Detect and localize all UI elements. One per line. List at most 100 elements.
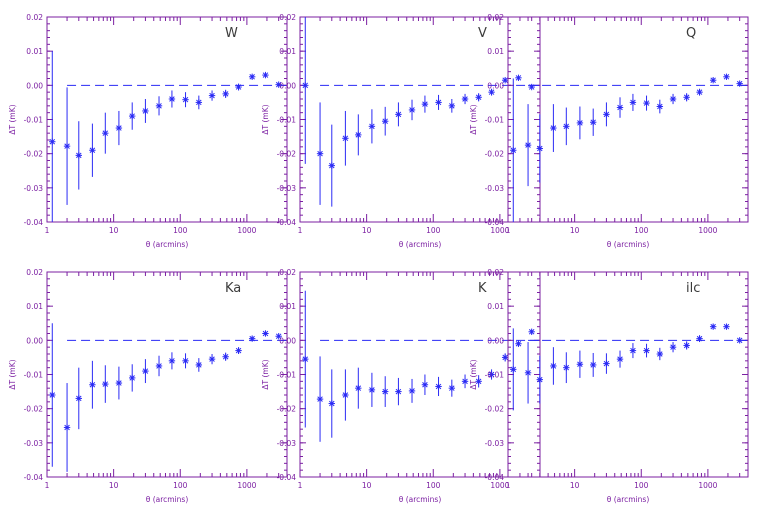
point-marker bbox=[563, 123, 570, 130]
y-tick-label: -0.04 bbox=[485, 218, 505, 227]
point-marker bbox=[142, 108, 149, 114]
data-point bbox=[576, 106, 584, 140]
data-point bbox=[275, 333, 282, 340]
point-marker bbox=[577, 120, 583, 126]
point-marker bbox=[64, 424, 70, 431]
point-marker bbox=[102, 381, 109, 387]
data-point bbox=[683, 341, 690, 350]
chart-panel-w: 0.02 0.01 0.00 -0.01 -0.02 -0.03 -0.041 10 100 10… bbox=[8, 13, 288, 249]
data-point bbox=[590, 108, 597, 136]
point-marker bbox=[683, 94, 690, 101]
point-marker bbox=[510, 366, 517, 373]
point-marker bbox=[617, 356, 623, 362]
y-axis-label: ΔT (mK) bbox=[469, 359, 478, 389]
y-axis-label: ΔT (mK) bbox=[8, 359, 17, 389]
data-point bbox=[563, 352, 570, 384]
data-point bbox=[182, 92, 189, 108]
x-axis-label: θ (arcmins) bbox=[607, 495, 650, 504]
y-tick-label: -0.02 bbox=[24, 405, 44, 414]
point-marker bbox=[449, 385, 455, 391]
x-tick-label: 100 bbox=[634, 226, 649, 235]
data-point bbox=[421, 95, 429, 113]
data-point bbox=[89, 123, 96, 177]
x-tick-label: 10 bbox=[570, 481, 580, 490]
point-marker bbox=[657, 351, 663, 357]
data-point bbox=[195, 95, 203, 110]
data-point bbox=[643, 343, 650, 358]
point-marker bbox=[590, 119, 596, 125]
data-point bbox=[629, 343, 637, 359]
point-marker bbox=[64, 143, 70, 149]
x-tick-label: 1 bbox=[506, 226, 511, 235]
data-point bbox=[550, 347, 557, 385]
point-marker bbox=[435, 383, 442, 390]
y-tick-label: -0.01 bbox=[485, 116, 505, 125]
point-marker bbox=[342, 392, 349, 398]
panel-label: ilc bbox=[686, 281, 700, 296]
y-tick-label: -0.03 bbox=[277, 184, 297, 193]
point-marker bbox=[249, 74, 255, 80]
data-point bbox=[195, 358, 203, 372]
point-marker bbox=[723, 74, 730, 80]
y-tick-label: -0.04 bbox=[277, 218, 297, 227]
data-point bbox=[235, 83, 242, 91]
y-tick-label: 0.00 bbox=[487, 81, 504, 90]
plot-frame bbox=[299, 271, 541, 478]
data-point bbox=[709, 323, 717, 330]
data-point bbox=[208, 90, 216, 101]
data-point bbox=[448, 99, 456, 113]
point-marker bbox=[382, 118, 388, 124]
data-point bbox=[302, 17, 309, 164]
y-tick-label: -0.04 bbox=[277, 473, 297, 482]
point-marker bbox=[302, 356, 309, 362]
data-point bbox=[316, 102, 324, 205]
data-point bbox=[736, 80, 743, 87]
point-marker bbox=[49, 138, 56, 145]
y-tick-label: 0.01 bbox=[26, 302, 43, 311]
data-point bbox=[75, 121, 82, 190]
point-marker bbox=[209, 92, 215, 99]
point-marker bbox=[643, 347, 650, 354]
x-tick-label: 100 bbox=[173, 481, 188, 490]
data-point bbox=[395, 102, 402, 127]
data-point bbox=[142, 359, 149, 384]
data-point bbox=[736, 337, 743, 344]
point-marker bbox=[156, 363, 162, 369]
data-point bbox=[382, 106, 389, 136]
x-tick-label: 10 bbox=[570, 226, 580, 235]
y-tick-label: 0.01 bbox=[279, 47, 296, 56]
data-point bbox=[262, 330, 269, 337]
x-tick-label: 100 bbox=[426, 481, 441, 490]
point-marker bbox=[76, 395, 82, 402]
point-marker bbox=[275, 333, 282, 339]
data-point bbox=[262, 71, 269, 79]
data-point bbox=[709, 77, 717, 84]
data-point bbox=[222, 89, 229, 98]
point-marker bbox=[435, 99, 442, 106]
data-point bbox=[696, 335, 703, 343]
point-marker bbox=[617, 104, 623, 111]
point-marker bbox=[488, 89, 495, 95]
data-point bbox=[368, 372, 376, 407]
data-point bbox=[115, 366, 123, 400]
data-point bbox=[63, 383, 71, 472]
x-tick-label: 10 bbox=[109, 226, 119, 235]
point-marker bbox=[409, 388, 415, 394]
chart-panel-v: 0.020.010.00-0.01-0.02-0.03-0.041 10 100 10… bbox=[261, 13, 541, 249]
point-marker bbox=[577, 361, 583, 368]
point-marker bbox=[116, 125, 122, 131]
point-marker bbox=[209, 356, 215, 362]
y-tick-label: -0.03 bbox=[485, 184, 505, 193]
panel-label: W bbox=[225, 26, 238, 41]
data-point bbox=[515, 340, 522, 347]
x-axis-label: θ (arcmins) bbox=[146, 495, 189, 504]
point-marker bbox=[129, 375, 135, 381]
point-marker bbox=[449, 103, 455, 109]
point-marker bbox=[395, 388, 402, 395]
data-point bbox=[448, 379, 456, 397]
y-tick-label: -0.04 bbox=[24, 218, 44, 227]
y-tick-label: 0.01 bbox=[487, 47, 504, 56]
point-marker bbox=[317, 150, 323, 157]
x-tick-label: 1 bbox=[298, 481, 303, 490]
